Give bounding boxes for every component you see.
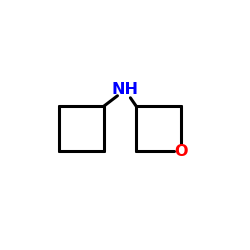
Text: NH: NH <box>112 82 138 98</box>
Text: O: O <box>174 144 188 159</box>
